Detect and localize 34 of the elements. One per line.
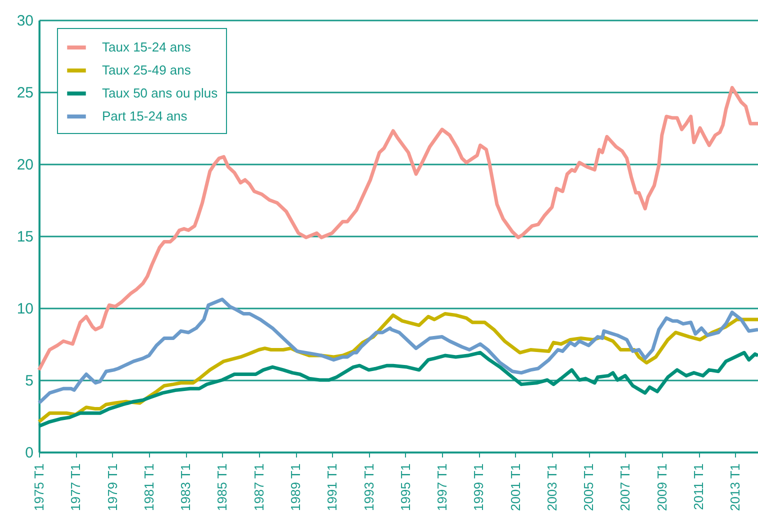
legend-label: Part 15-24 ans [102, 108, 188, 124]
x-tick-label: 1995 T1 [398, 464, 413, 511]
y-tick-label: 5 [25, 372, 34, 390]
x-tick-label: 2013 T1 [728, 464, 743, 511]
x-tick-label: 1987 T1 [251, 464, 266, 511]
x-tick-label: 1997 T1 [434, 464, 450, 511]
x-tick-label: 1975 T1 [32, 464, 46, 511]
x-tick-label: 2003 T1 [544, 464, 560, 511]
x-tick-label: 1983 T1 [178, 464, 194, 511]
x-tick-label: 1993 T1 [361, 464, 376, 511]
x-tick-label: 1991 T1 [324, 464, 340, 511]
legend-label: Taux 15-24 ans [102, 40, 192, 54]
y-tick-label: 30 [16, 12, 34, 30]
y-tick-label: 10 [16, 300, 34, 318]
x-tick-label: 1989 T1 [288, 464, 304, 511]
x-tick-label: 1985 T1 [214, 464, 230, 511]
x-tick-label: 1999 T1 [471, 464, 486, 511]
x-tick-label: 2011 T1 [691, 464, 706, 510]
x-tick-label: 2007 T1 [618, 464, 633, 511]
line-series [37, 350, 758, 428]
y-tick-label: 25 [16, 84, 34, 102]
line-series [37, 298, 758, 405]
y-tick-label: 15 [16, 228, 34, 246]
legend-label: Taux 50 ans ou plus [102, 86, 218, 100]
x-tick-label: 2001 T1 [508, 464, 523, 511]
x-tick-label: 2009 T1 [654, 464, 670, 511]
line-series [37, 86, 758, 372]
y-tick-label: 0 [25, 444, 34, 462]
x-tick-label: 1981 T1 [141, 464, 156, 511]
y-tick-label: 20 [16, 156, 34, 174]
x-tick-label: 1977 T1 [68, 464, 84, 511]
x-tick-label: 2005 T1 [581, 464, 596, 511]
legend-label: Taux 25-49 ans [102, 62, 192, 78]
x-tick-label: 1979 T1 [104, 464, 120, 511]
